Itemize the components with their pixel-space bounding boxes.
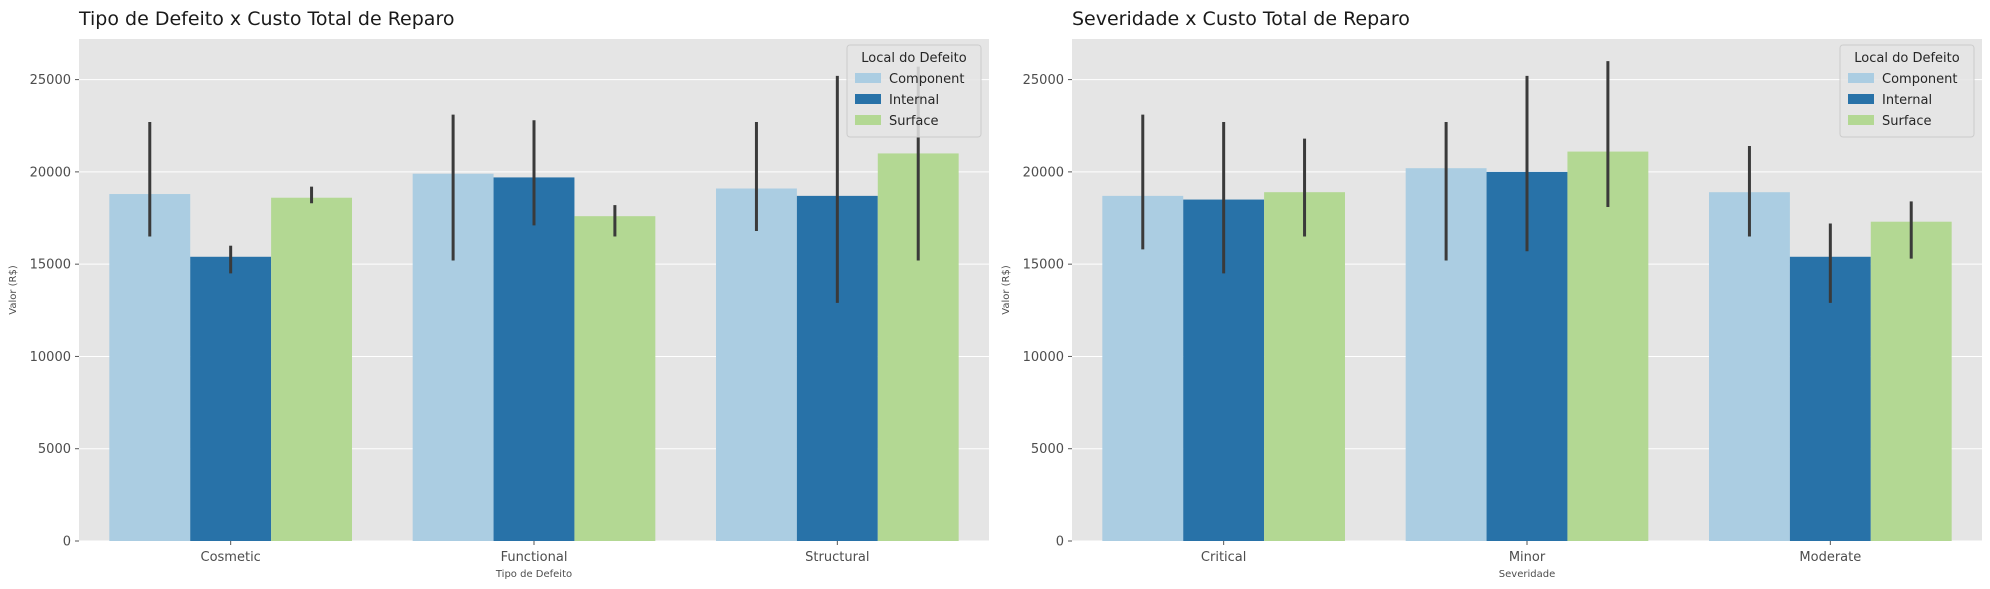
legend-box (1839, 44, 1975, 138)
legend-swatch-surface (855, 115, 881, 125)
bar-minor-surface (1567, 151, 1649, 542)
legend-title: Local do Defeito (1854, 51, 1959, 66)
legend-swatch-internal (1848, 94, 1874, 104)
x-tick-label: Minor (1509, 550, 1546, 565)
bar-cosmetic-component (109, 194, 191, 541)
chart-title: Severidade x Custo Total de Reparo (1072, 8, 1410, 30)
legend: Local do Defeito Component Internal Surface (1839, 44, 1975, 138)
y-tick-label: 10000 (1023, 350, 1064, 365)
legend: Local do Defeito Component Internal Surface (846, 44, 982, 138)
legend-title: Local do Defeito (861, 51, 966, 66)
x-axis-label: Tipo de Defeito (495, 569, 572, 580)
y-tick-label: 20000 (1023, 165, 1064, 180)
x-tick-label: Structural (805, 550, 869, 565)
legend-label-internal: Internal (1882, 93, 1932, 108)
bar-functional-internal (493, 177, 575, 541)
legend-label-component: Component (1882, 72, 1957, 87)
y-tick-label: 15000 (1023, 258, 1064, 273)
bar-critical-component (1102, 195, 1184, 541)
y-tick-label: 10000 (30, 350, 71, 365)
legend-label-internal: Internal (889, 93, 939, 108)
bar-moderate-component (1709, 192, 1790, 541)
y-tick-label: 5000 (38, 442, 71, 457)
y-axis-label: Valor (R$) (1001, 265, 1012, 315)
legend-swatch-internal (855, 94, 881, 104)
chart-1: 0 5000 10000 15000 20000 25000 Cosmetic Functio… (8, 8, 989, 580)
bar-functional-surface (574, 216, 656, 542)
legend-swatch-component (855, 73, 881, 83)
legend-swatch-component (1848, 73, 1874, 83)
chart-2: 0 5000 10000 15000 20000 25000 Critical Minor Mo… (1001, 8, 1982, 580)
legend-box (846, 44, 982, 138)
bar-cosmetic-internal (190, 256, 272, 541)
bar-moderate-internal (1789, 256, 1871, 541)
y-tick-label: 15000 (30, 258, 71, 273)
y-tick-label: 25000 (30, 73, 71, 88)
x-tick-label: Moderate (1799, 550, 1861, 565)
legend-label-surface: Surface (1882, 114, 1932, 129)
x-tick-label: Cosmetic (201, 550, 261, 565)
y-tick-label: 0 (63, 535, 71, 550)
y-tick-label: 20000 (30, 165, 71, 180)
x-tick-label: Functional (501, 550, 568, 565)
chart-title: Tipo de Defeito x Custo Total de Reparo (78, 8, 454, 30)
y-axis-label: Valor (R$) (8, 265, 19, 315)
legend-label-component: Component (889, 72, 964, 87)
legend-swatch-surface (1848, 115, 1874, 125)
y-tick-label: 25000 (1023, 73, 1064, 88)
y-tick-label: 5000 (1031, 442, 1064, 457)
x-tick-label: Critical (1201, 550, 1246, 565)
bar-moderate-surface (1870, 221, 1952, 541)
y-tick-label: 0 (1056, 535, 1064, 550)
legend-label-surface: Surface (889, 114, 939, 129)
bar-cosmetic-surface (271, 197, 352, 541)
x-axis-label: Severidade (1499, 569, 1555, 580)
bar-structural-component (716, 188, 797, 541)
bar-critical-surface (1264, 192, 1345, 541)
